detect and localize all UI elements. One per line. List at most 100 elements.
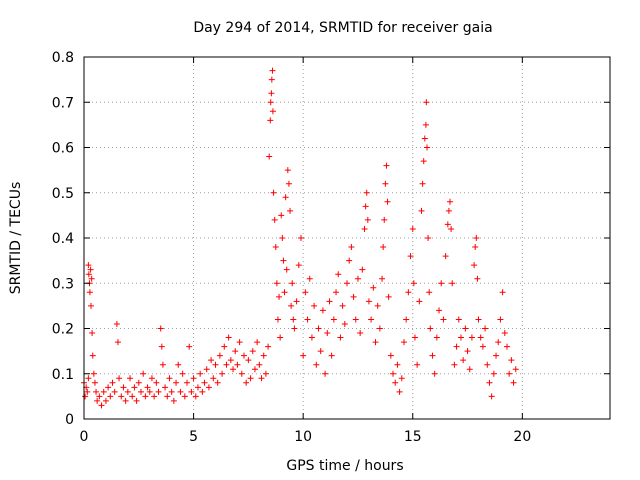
data-point (247, 375, 254, 382)
data-point (184, 379, 191, 386)
data-point (272, 244, 279, 251)
data-point (374, 302, 381, 309)
data-point (300, 352, 307, 359)
data-point (382, 180, 389, 187)
data-point (186, 343, 193, 350)
data-point (464, 348, 471, 355)
y-tick-label: 0.8 (52, 50, 74, 66)
data-point (479, 343, 486, 350)
data-point (368, 316, 375, 323)
data-point (98, 402, 105, 409)
data-point (111, 388, 118, 395)
data-point (376, 325, 383, 332)
data-point (127, 375, 134, 382)
data-point (422, 121, 429, 128)
data-point (251, 366, 258, 373)
data-point (236, 339, 243, 346)
data-point (403, 316, 410, 323)
axes: 0 5 10 15 20 0 0.1 0.2 0.3 0.4 0.5 0.6 0.7 0.8 (52, 50, 610, 445)
data-point (159, 361, 166, 368)
data-point (287, 207, 294, 214)
x-tick-label: 20 (513, 429, 531, 445)
data-point (506, 370, 513, 377)
data-point (90, 370, 97, 377)
data-point (490, 370, 497, 377)
data-point (269, 67, 276, 74)
data-point (85, 271, 92, 278)
data-point (372, 339, 379, 346)
x-tick-label: 5 (189, 429, 198, 445)
data-points (81, 67, 519, 409)
data-point (85, 262, 92, 269)
y-tick-label: 0.6 (52, 141, 74, 157)
data-point (279, 235, 286, 241)
data-point (93, 388, 100, 395)
data-point (124, 388, 131, 395)
data-point (474, 275, 481, 282)
data-point (493, 352, 500, 359)
data-point (471, 262, 478, 269)
data-point (451, 361, 458, 368)
data-point (94, 397, 101, 404)
data-point (438, 280, 445, 287)
data-point (313, 361, 320, 368)
data-point (423, 99, 430, 106)
data-point (319, 307, 326, 314)
data-point (444, 221, 451, 228)
data-point (455, 316, 462, 323)
data-point (289, 280, 296, 287)
data-point (232, 348, 239, 355)
data-point (203, 366, 210, 373)
y-tick-label: 0.2 (52, 322, 74, 338)
data-point (116, 375, 123, 382)
data-point (453, 343, 460, 350)
data-point (335, 271, 342, 278)
data-point (512, 366, 519, 373)
data-point (503, 343, 510, 350)
data-point (341, 320, 348, 327)
data-point (380, 244, 387, 251)
data-point (285, 180, 292, 187)
data-point (205, 384, 212, 391)
data-point (499, 289, 506, 296)
data-point (297, 235, 304, 241)
data-point (102, 397, 109, 404)
data-point (501, 330, 508, 337)
data-point (85, 375, 92, 382)
y-tick-label: 0.3 (52, 276, 74, 292)
data-point (398, 375, 405, 382)
data-point (284, 167, 291, 174)
y-axis-label: SRMTID / TECUs (8, 182, 24, 295)
data-point (212, 361, 219, 368)
data-point (308, 334, 315, 341)
data-point (282, 194, 289, 201)
data-point (418, 207, 425, 214)
data-point (359, 266, 366, 273)
data-point (416, 298, 423, 305)
data-point (179, 370, 186, 377)
data-point (447, 198, 454, 205)
data-point (100, 388, 107, 395)
data-point (344, 280, 350, 287)
data-point (164, 393, 171, 400)
data-point (477, 334, 484, 341)
data-point (265, 343, 272, 350)
data-point (86, 289, 93, 296)
data-point (302, 289, 309, 296)
data-point (361, 225, 368, 232)
data-point (370, 284, 377, 291)
data-point (82, 393, 89, 400)
data-point (445, 207, 452, 214)
data-point (254, 339, 261, 346)
data-point (260, 352, 267, 359)
y-tick-label: 0 (65, 412, 74, 428)
data-point (330, 316, 337, 323)
data-point (362, 203, 369, 210)
data-point (280, 257, 287, 264)
data-point (91, 379, 98, 386)
data-point (177, 388, 184, 395)
data-point (170, 397, 177, 404)
y-tick-label: 0.4 (52, 231, 74, 247)
data-point (168, 388, 175, 395)
data-point (274, 316, 281, 323)
